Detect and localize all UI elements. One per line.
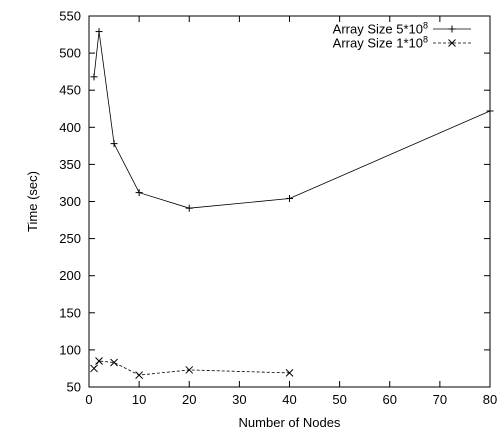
y-tick-label: 400 (59, 120, 81, 135)
data-point (110, 358, 118, 367)
y-tick-label: 450 (59, 83, 81, 98)
legend-marker-2 (448, 39, 456, 47)
data-point (90, 73, 98, 81)
data-point (95, 357, 103, 365)
x-tick-label: 20 (182, 392, 196, 407)
x-tick-label: 70 (433, 392, 447, 407)
legend-label-1: Array Size 5*108 (333, 21, 428, 37)
y-tick-label: 500 (59, 46, 81, 61)
y-tick-label: 100 (59, 342, 81, 357)
series-group (90, 28, 494, 379)
x-axis-label: Number of Nodes (239, 415, 341, 430)
x-tick-label: 30 (232, 392, 246, 407)
series-line-1 (93, 31, 491, 209)
y-tick-label: 200 (59, 268, 81, 283)
y-tick-label: 150 (59, 305, 81, 320)
data-point (286, 195, 293, 203)
data-point (135, 189, 143, 197)
data-point (185, 366, 194, 374)
x-tick-label: 0 (85, 392, 92, 407)
x-tick-label: 10 (132, 392, 146, 407)
data-point (110, 140, 118, 148)
axis-ticks: 0 10 20 30 40 50 60 70 80 50 100 150 200 250 300 350 400… (59, 9, 497, 408)
y-tick-label: 550 (59, 9, 81, 24)
x-tick-label: 50 (332, 392, 346, 407)
y-tick-label: 250 (59, 231, 81, 246)
y-axis-label: Time (sec) (25, 171, 40, 232)
legend-marker-1 (448, 25, 456, 33)
data-point (135, 371, 143, 379)
x-tick-label: 40 (282, 392, 296, 407)
x-tick-label: 80 (483, 392, 497, 407)
data-point (95, 28, 103, 36)
x-tick-label: 60 (383, 392, 397, 407)
y-tick-label: 300 (59, 194, 81, 209)
data-point (486, 107, 494, 115)
legend-label-2: Array Size 1*108 (333, 35, 428, 51)
data-point (185, 204, 193, 212)
y-tick-label: 350 (59, 157, 81, 172)
data-point (90, 364, 98, 373)
y-tick-label: 50 (67, 380, 81, 395)
data-point (285, 369, 294, 377)
